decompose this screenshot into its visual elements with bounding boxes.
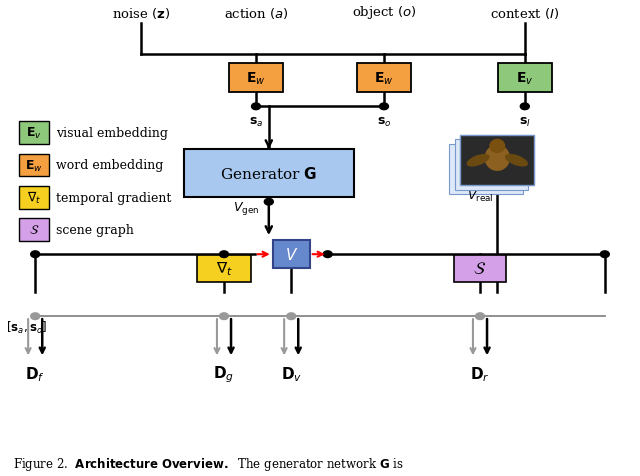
- Ellipse shape: [467, 155, 490, 167]
- Text: $\mathcal{S}$: $\mathcal{S}$: [474, 260, 486, 278]
- Bar: [461, 136, 534, 186]
- Text: $\mathbf{s}_a$: $\mathbf{s}_a$: [249, 116, 263, 129]
- Circle shape: [220, 313, 228, 320]
- Text: scene graph: scene graph: [56, 224, 134, 237]
- Text: object $(o)$: object $(o)$: [351, 4, 417, 21]
- Text: $\mathbf{E}_w$: $\mathbf{E}_w$: [246, 70, 266, 87]
- Text: noise $(\mathbf{z})$: noise $(\mathbf{z})$: [111, 7, 170, 21]
- FancyBboxPatch shape: [498, 64, 552, 93]
- Text: $\mathbf{E}_v$: $\mathbf{E}_v$: [516, 70, 534, 87]
- Text: $\mathbf{D}_f$: $\mathbf{D}_f$: [25, 364, 45, 383]
- Circle shape: [520, 104, 529, 110]
- FancyBboxPatch shape: [357, 64, 412, 93]
- FancyBboxPatch shape: [19, 122, 49, 145]
- FancyBboxPatch shape: [19, 154, 49, 177]
- Text: $V_{\mathrm{gen}}$: $V_{\mathrm{gen}}$: [233, 200, 259, 217]
- Text: $\mathbf{D}_v$: $\mathbf{D}_v$: [280, 364, 302, 383]
- Text: word embedding: word embedding: [56, 159, 164, 172]
- FancyBboxPatch shape: [197, 255, 252, 283]
- Ellipse shape: [484, 146, 510, 172]
- Text: action $(a)$: action $(a)$: [223, 7, 289, 21]
- Text: $\mathcal{S}$: $\mathcal{S}$: [29, 224, 39, 237]
- Ellipse shape: [505, 155, 528, 167]
- Text: $\mathbf{E}_w$: $\mathbf{E}_w$: [374, 70, 394, 87]
- FancyBboxPatch shape: [19, 219, 49, 242]
- Circle shape: [380, 104, 388, 110]
- Text: Figure 2.  $\mathbf{Architecture\ Overview.}$  The generator network $\mathbf{G}: Figure 2. $\mathbf{Architecture\ Overvie…: [13, 455, 403, 472]
- FancyBboxPatch shape: [273, 241, 310, 268]
- Text: $\nabla_t$: $\nabla_t$: [216, 260, 232, 278]
- Text: temporal gradient: temporal gradient: [56, 191, 172, 205]
- FancyBboxPatch shape: [454, 255, 506, 283]
- FancyBboxPatch shape: [19, 187, 49, 209]
- Circle shape: [31, 251, 40, 258]
- Bar: [461, 136, 534, 186]
- Text: $\mathbf{D}_g$: $\mathbf{D}_g$: [213, 363, 235, 384]
- Text: $[\mathbf{s}_a, \mathbf{s}_o]$: $[\mathbf{s}_a, \mathbf{s}_o]$: [6, 319, 47, 335]
- Text: $\mathbf{E}_v$: $\mathbf{E}_v$: [26, 126, 42, 141]
- Text: $V$: $V$: [285, 247, 298, 263]
- Circle shape: [287, 313, 296, 320]
- Circle shape: [220, 251, 228, 258]
- Ellipse shape: [490, 139, 506, 154]
- Circle shape: [600, 251, 609, 258]
- FancyBboxPatch shape: [184, 150, 354, 198]
- Text: $\mathbf{s}_I$: $\mathbf{s}_I$: [519, 116, 531, 129]
- Circle shape: [323, 251, 332, 258]
- FancyBboxPatch shape: [229, 64, 284, 93]
- Circle shape: [476, 313, 484, 320]
- Text: $\mathbf{E}_w$: $\mathbf{E}_w$: [25, 158, 43, 173]
- Text: $V_{\mathrm{real}}$: $V_{\mathrm{real}}$: [467, 188, 494, 203]
- Text: $\mathbf{D}_r$: $\mathbf{D}_r$: [470, 364, 490, 383]
- Circle shape: [252, 104, 260, 110]
- Text: $\mathbf{s}_o$: $\mathbf{s}_o$: [377, 116, 391, 129]
- Text: visual embedding: visual embedding: [56, 127, 168, 140]
- Circle shape: [264, 199, 273, 206]
- Bar: [455, 140, 529, 190]
- Bar: [449, 145, 523, 195]
- Circle shape: [31, 313, 40, 320]
- Text: $\nabla_t$: $\nabla_t$: [27, 190, 41, 206]
- Text: Generator $\mathbf{G}$: Generator $\mathbf{G}$: [220, 166, 317, 182]
- Text: context $(I)$: context $(I)$: [490, 7, 559, 21]
